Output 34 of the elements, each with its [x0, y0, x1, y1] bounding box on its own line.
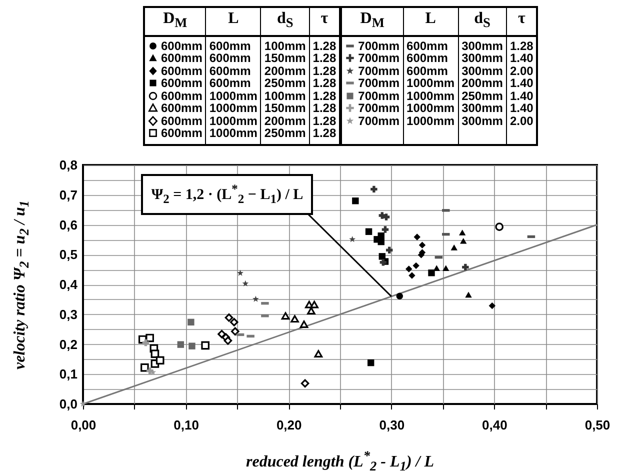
text: D$_{M}$ L d$_{S}$ τ: [360, 10, 526, 30]
x-tick-label: 0,30: [379, 418, 405, 432]
x-tick-label: 0,40: [482, 418, 508, 432]
legend-label: 600mm 1000mm 200mm 1.28: [160, 114, 338, 128]
y-tick-label: 0,7: [59, 187, 78, 202]
legend-label: 600mm 600mm 100mm 1.28: [160, 38, 338, 53]
x-tick-label: 0,20: [276, 418, 302, 432]
legend-label: 600mm 1000mm 250mm 1.28: [160, 126, 338, 142]
legend-label: 600mm 1000mm 100mm 1.28: [160, 88, 338, 103]
legend-label: 600mm 1000mm 150mm 1.28: [160, 101, 338, 116]
legend-label: 700mm 1000mm 200mm 1.40: [357, 76, 534, 90]
text: D$_{M}$ L d$_{S}$ τ: [163, 10, 328, 30]
y-tick-label: 0,4: [59, 277, 78, 292]
legend-label: 700mm 1000mm 250mm 1.40: [357, 88, 534, 103]
legend-label: 700mm 600mm 300mm 2.00: [357, 64, 534, 78]
x-tick-label: 0,50: [584, 418, 610, 432]
legend-label: 600mm 600mm 250mm 1.28: [160, 76, 338, 90]
annotation: Ψ$_{2}$ = 1,2 · (L$^{*}$$_{2}$ − L$_{1}$) / L: [141, 174, 314, 216]
y-tick-label: 0,2: [59, 336, 78, 352]
y-tick-label: 0,0: [59, 396, 78, 412]
y-tick-label: 0,5: [59, 247, 78, 262]
y-tick-label: 0,6: [59, 217, 78, 232]
legend-label: 700mm 1000mm 300mm 1.40: [357, 101, 534, 116]
legend-label: 700mm 600mm 300mm 1.40: [357, 51, 534, 66]
y-tick-label: 0,8: [59, 158, 78, 172]
x-tick-label: 0,10: [174, 418, 199, 432]
legend-label: 600mm 600mm 150mm 1.28: [160, 51, 338, 66]
legend-label: 700mm 1000mm 300mm 2.00: [357, 114, 534, 128]
x-tick-label: 0,00: [70, 418, 96, 432]
x-axis-title: reduced length (L$^{*}$$_{2}$ - L$_{1}$) / L: [246, 448, 434, 475]
legend-label: 700mm 600mm 300mm 1.28: [357, 38, 534, 53]
legend-label: 600mm 600mm 200mm 1.28: [160, 64, 338, 78]
y-tick-label: 0,3: [59, 306, 78, 322]
y-tick-label: 0,1: [59, 366, 78, 382]
